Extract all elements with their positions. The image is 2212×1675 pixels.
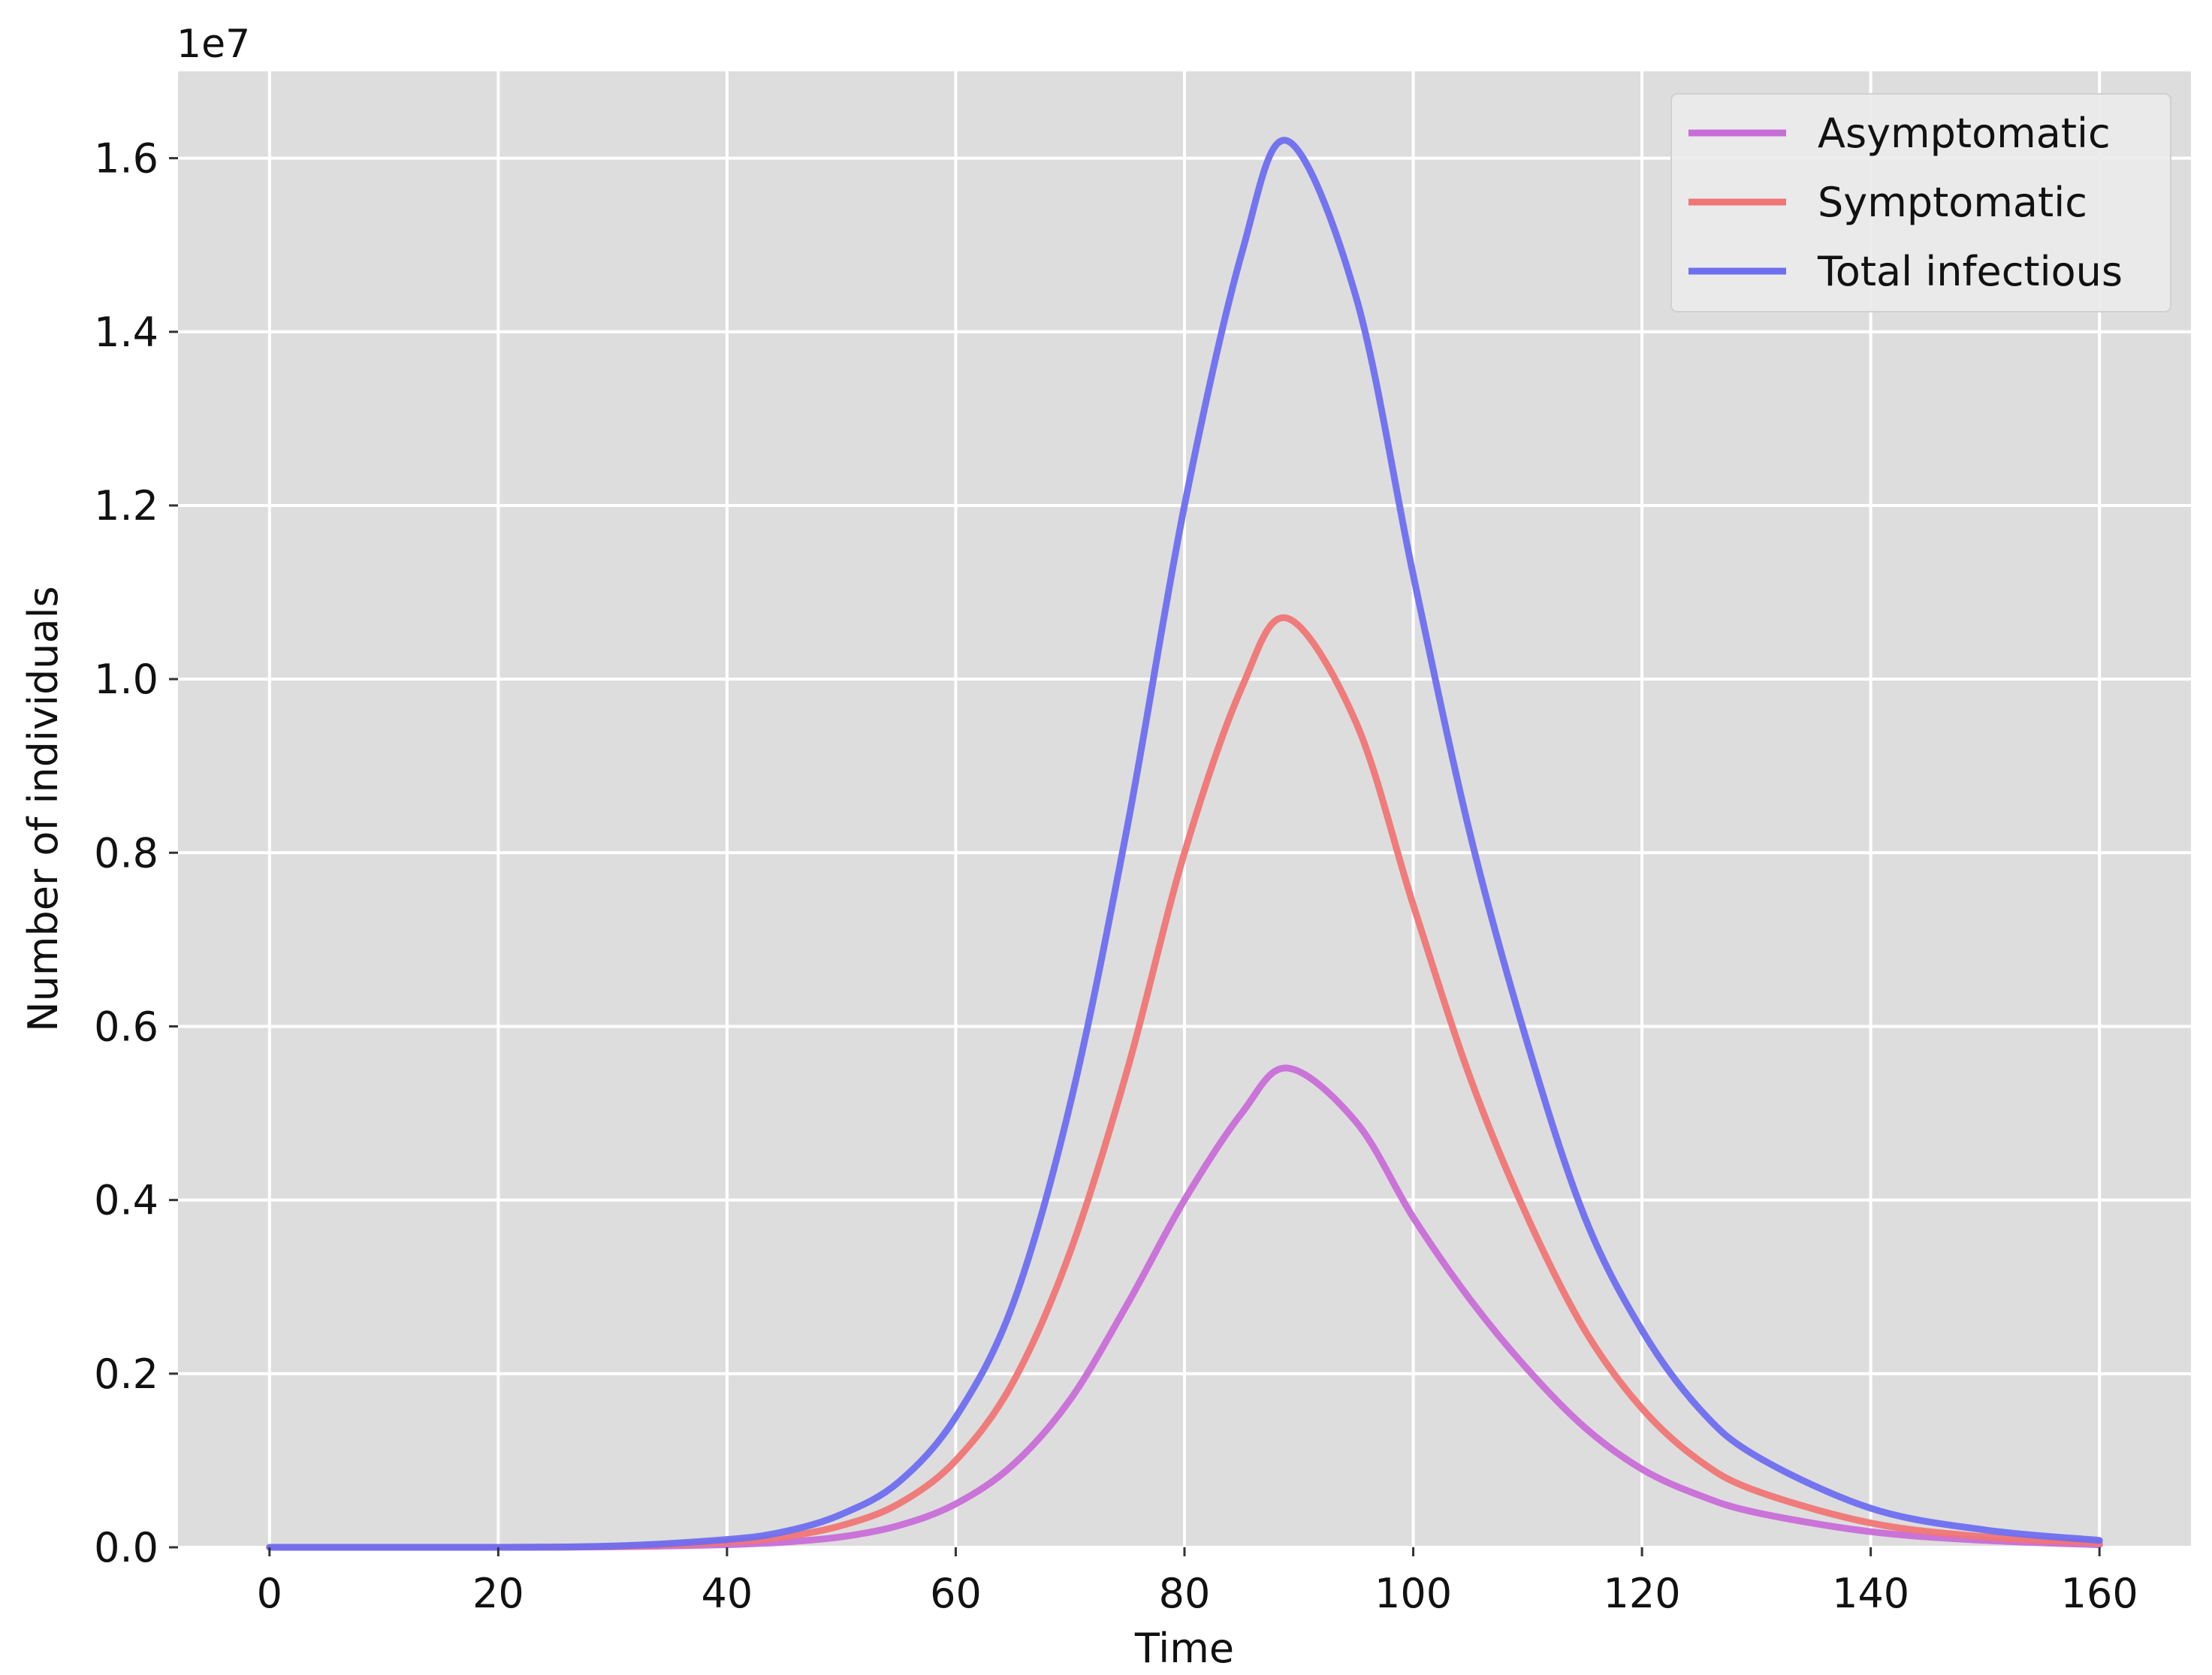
y-tick-label: 0.0 — [94, 1524, 158, 1571]
x-tick-label: 160 — [2061, 1570, 2138, 1617]
legend-label-asymptomatic: Asymptomatic — [1818, 110, 2111, 157]
y-tick-label: 0.4 — [94, 1177, 158, 1224]
legend-label-symptomatic: Symptomatic — [1818, 179, 2087, 226]
x-axis-ticks: 0 20 40 60 80 100 120 140 160 — [257, 1547, 2138, 1617]
x-tick-label: 80 — [1159, 1570, 1211, 1617]
x-tick-label: 120 — [1604, 1570, 1681, 1617]
x-tick-label: 40 — [702, 1570, 753, 1617]
x-tick-label: 100 — [1375, 1570, 1452, 1617]
y-axis-label: Number of individuals — [20, 586, 67, 1032]
x-tick-label: 140 — [1832, 1570, 1909, 1617]
y-tick-label: 1.0 — [94, 656, 158, 703]
y-tick-label: 0.8 — [94, 829, 158, 877]
series-lines — [266, 137, 2103, 1551]
y-axis-ticks: 0.0 0.2 0.4 0.6 0.8 1.0 1.2 1.4 1.6 — [94, 135, 178, 1571]
y-tick-label: 0.6 — [94, 1003, 158, 1050]
y-tick-label: 0.2 — [94, 1351, 158, 1398]
x-tick-label: 0 — [257, 1570, 282, 1617]
y-tick-label: 1.6 — [94, 135, 158, 183]
x-axis-label: Time — [1134, 1625, 1234, 1672]
y-tick-label: 1.2 — [94, 482, 158, 530]
y-tick-label: 1.4 — [94, 309, 158, 356]
legend: Asymptomatic Symptomatic Total infectious — [1670, 93, 2171, 312]
series-line-total-infectious — [266, 137, 2103, 1551]
y-offset-label: 1e7 — [177, 22, 250, 67]
x-tick-label: 20 — [472, 1570, 524, 1617]
legend-label-total-infectious: Total infectious — [1817, 248, 2123, 295]
legend-box — [1670, 93, 2171, 312]
x-tick-label: 60 — [930, 1570, 982, 1617]
